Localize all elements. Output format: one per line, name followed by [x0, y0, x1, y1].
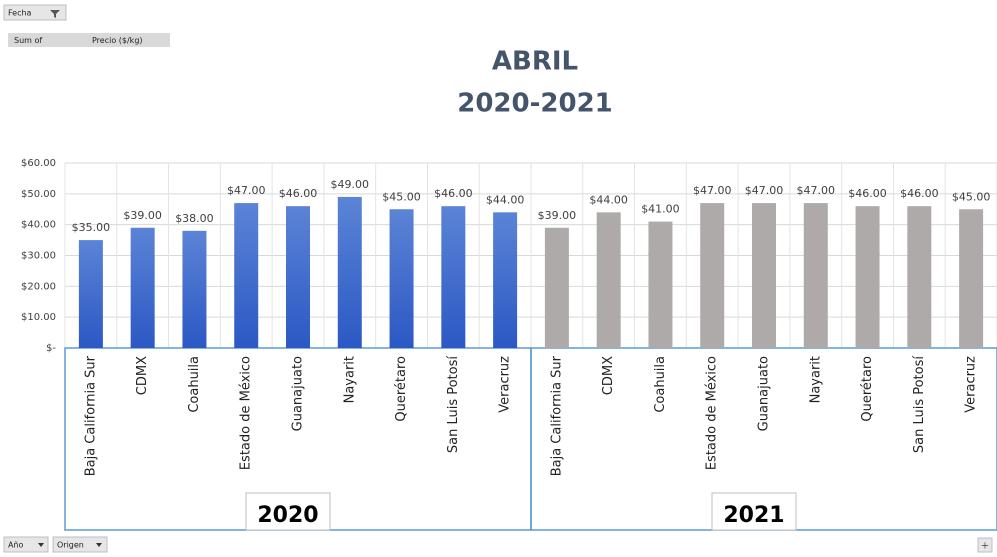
- x-tick-label: Baja California Sur: [549, 355, 564, 476]
- group-label: 2021: [723, 503, 784, 528]
- value-label: $47.00: [797, 184, 836, 197]
- x-tick-label: Veracruz: [964, 356, 979, 413]
- bar: [700, 203, 725, 348]
- axis-field-button[interactable]: [52, 536, 108, 553]
- x-tick-label: Nayarit: [808, 356, 823, 403]
- bar: [493, 212, 518, 348]
- value-field: Precio ($/kg): [92, 36, 143, 45]
- bar: [907, 206, 932, 348]
- axis-field-button[interactable]: [3, 536, 49, 553]
- filter-label: Fecha: [8, 9, 32, 18]
- x-tick-label: Coahuila: [187, 356, 202, 413]
- bar: [441, 206, 466, 348]
- y-tick-label: $40.00: [21, 220, 56, 231]
- filter-button[interactable]: [3, 4, 67, 21]
- y-tick-label: $-: [46, 343, 56, 354]
- bar: [182, 230, 207, 348]
- value-label: $45.00: [952, 190, 991, 203]
- bar: [78, 240, 103, 348]
- bar: [648, 221, 673, 348]
- axis-field: Origen: [57, 541, 84, 550]
- value-label: $45.00: [382, 190, 421, 203]
- group-label: 2020: [257, 503, 318, 528]
- x-tick-label: CDMX: [135, 356, 150, 395]
- dropdown-icon: [38, 543, 44, 547]
- bar: [752, 203, 776, 348]
- x-tick-label: Estado de México: [239, 356, 254, 470]
- bar: [286, 206, 310, 348]
- value-label: $47.00: [693, 184, 732, 197]
- x-tick-label: Baja California Sur: [83, 355, 98, 476]
- value-label: $44.00: [486, 193, 525, 206]
- bar: [544, 227, 569, 348]
- x-tick-label: San Luis Potosí: [912, 356, 927, 454]
- x-tick-label: Guanajuato: [757, 356, 772, 431]
- chart-title: ABRIL: [492, 47, 578, 77]
- value-label: $44.00: [589, 193, 628, 206]
- value-label: $39.00: [538, 209, 577, 222]
- value-label: $39.00: [123, 209, 162, 222]
- bar: [959, 209, 984, 348]
- axis-field: Año: [8, 541, 24, 550]
- y-tick-label: $20.00: [21, 281, 56, 292]
- value-label: $46.00: [900, 187, 939, 200]
- value-label: $35.00: [72, 221, 111, 234]
- bar: [234, 203, 259, 348]
- value-prefix: Sum of: [14, 36, 42, 45]
- chart-subtitle: 2020-2021: [457, 89, 613, 119]
- dropdown-icon: [96, 543, 102, 547]
- group-label-box: [245, 492, 331, 531]
- x-tick-label: Guanajuato: [291, 356, 306, 431]
- expand-button[interactable]: [977, 537, 993, 553]
- value-label: $46.00: [434, 187, 473, 200]
- value-field-button[interactable]: [8, 33, 170, 47]
- y-tick-label: $10.00: [21, 312, 56, 323]
- x-tick-label: San Luis Potosí: [446, 356, 461, 454]
- group-label-box: [711, 492, 797, 531]
- bar: [803, 203, 828, 348]
- bar: [855, 206, 880, 348]
- bar: [337, 196, 362, 348]
- bar: [389, 209, 414, 348]
- value-label: $41.00: [641, 203, 680, 216]
- value-label: $47.00: [745, 184, 784, 197]
- x-tick-label: Coahuila: [653, 356, 668, 413]
- bar: [596, 212, 621, 348]
- filter-icon: [50, 10, 60, 18]
- value-label: $46.00: [279, 187, 318, 200]
- x-tick-label: Querétaro: [860, 356, 875, 422]
- x-tick-label: CDMX: [601, 356, 616, 395]
- y-tick-label: $60.00: [21, 158, 56, 169]
- x-tick-label: Estado de México: [705, 356, 720, 470]
- value-label: $49.00: [331, 178, 370, 191]
- x-tick-label: Veracruz: [498, 356, 513, 413]
- bar: [130, 227, 155, 348]
- y-tick-label: $30.00: [21, 251, 56, 262]
- expand-label: +: [981, 541, 989, 552]
- y-tick-label: $50.00: [21, 189, 56, 200]
- value-label: $46.00: [848, 187, 887, 200]
- value-label: $47.00: [227, 184, 266, 197]
- value-label: $38.00: [175, 212, 214, 225]
- x-tick-label: Nayarit: [342, 356, 357, 403]
- x-tick-label: Querétaro: [394, 356, 409, 422]
